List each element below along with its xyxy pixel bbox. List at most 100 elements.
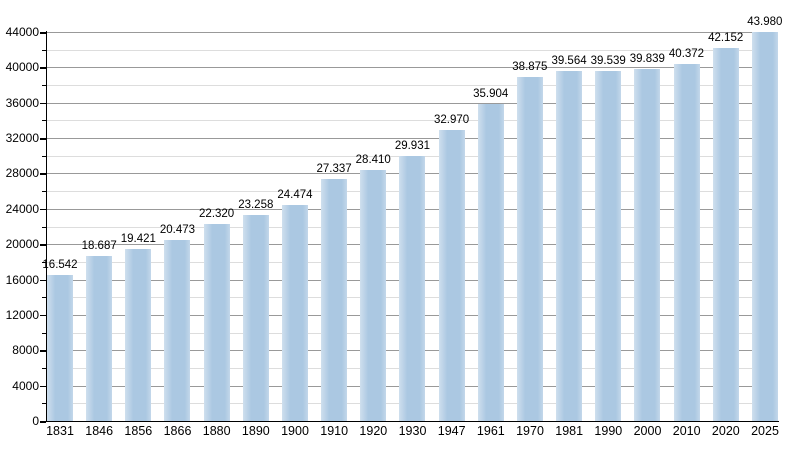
y-axis-major-tick [40,67,46,69]
bar: 39.539 [591,55,626,421]
gridline-minor [47,49,778,51]
bar-value-label: 29.931 [394,140,430,153]
bar-value-label: 20.473 [159,224,196,237]
y-axis-minor-tick [42,297,46,299]
bar-value-label: 40.372 [668,48,705,61]
x-axis-label: 1831 [46,424,74,438]
x-axis-label: 1890 [241,424,270,438]
bar-value-label: 24.474 [277,188,313,201]
y-axis-label: 0 [32,414,39,428]
bars: 16.542 18.687 19.421 20.473 22.320 23.258 24.4… [42,16,782,421]
x-axis-label: 1866 [163,424,192,438]
y-axis-label: 8000 [12,343,39,358]
x-axis-line [45,420,779,422]
bar: 19.421 [121,233,156,421]
y-axis-minor-tick [42,403,46,405]
x-axis-label: 1930 [398,424,427,438]
x-axis-label: 1856 [124,424,153,438]
y-axis-major-tick [40,421,46,423]
y-axis-label: 20000 [5,237,39,252]
y-axis-major-tick [40,173,46,175]
y-axis-label: 12000 [5,307,39,322]
y-axis-label: 40000 [5,60,39,75]
bar-value-label: 22.320 [199,207,235,220]
x-axis-label: 2000 [633,424,662,438]
bar: 27.337 [317,163,352,421]
bar-value-label: 35.904 [473,87,509,100]
gridline-major [47,102,778,104]
x-axis-label: 1920 [359,424,388,438]
bar-value-label: 43.980 [747,16,783,29]
y-axis-minor-tick [42,49,46,51]
bar: 28.410 [356,154,391,421]
y-axis-label: 36000 [5,95,39,110]
x-axis-label: 2025 [751,424,779,438]
plot-area: 16.542 18.687 19.421 20.473 22.320 23.258 24.4… [42,16,782,421]
y-axis-label: 44000 [5,25,39,39]
y-axis-label: 4000 [12,378,39,393]
y-axis-minor-tick [42,155,46,157]
y-axis-major-tick [40,244,46,246]
bar: 39.839 [630,53,665,421]
x-axis-label: 1970 [516,424,544,438]
y-axis-minor-tick [42,85,46,87]
y-axis-major-tick [40,279,46,282]
x-axis-label: 1900 [281,424,309,438]
bar: 43.980 [747,16,782,421]
gridline-minor [47,85,778,87]
gridline-major [47,67,778,69]
bar: 35.904 [473,88,508,421]
y-axis-label: 24000 [5,201,39,216]
bar: 22.320 [199,208,234,421]
bar: 18.687 [82,240,117,421]
gridline-minor [47,155,778,157]
y-axis-major-tick [40,385,46,388]
bar-value-label: 23.258 [238,199,274,212]
x-axis-label: 1961 [476,424,505,438]
bar-value-label: 27.337 [316,163,352,176]
y-axis-label: 32000 [5,131,39,146]
y-axis-minor-tick [42,332,46,334]
y-axis-minor-tick [42,191,46,193]
y-axis-line [45,31,47,422]
y-axis-major-tick [40,350,46,352]
y-axis-major-tick [40,138,46,140]
y-axis-major-tick [40,314,46,317]
bar-value-label: 19.421 [120,233,156,246]
bar-value-label: 42.152 [708,32,744,45]
y-axis-major-tick [40,32,46,34]
bar-value-label: 18.687 [81,239,117,252]
gridline-minor [47,120,778,122]
bar: 40.372 [669,48,704,421]
x-axis-label: 1981 [555,424,584,438]
gridline-major [47,138,778,140]
bar: 29.931 [395,140,430,421]
x-axis-label: 1880 [202,424,231,438]
x-axis-label: 2010 [672,424,701,438]
y-axis-minor-tick [42,120,46,122]
x-axis-label: 1910 [320,424,349,438]
bar-value-label: 39.539 [590,55,626,68]
bar: 24.474 [277,189,313,421]
bar-value-label: 39.564 [551,55,587,68]
bar: 32.970 [434,114,469,421]
bar: 16.542 [42,259,78,421]
y-axis-label: 16000 [5,272,39,287]
x-axis-label: 1990 [594,424,623,438]
bar-value-label: 28.410 [355,153,391,166]
x-axis-label: 1947 [437,424,466,438]
y-axis-major-tick [40,208,46,211]
bar: 42.152 [708,32,743,421]
bar-value-label: 32.970 [433,113,470,126]
bar-value-label: 39.839 [629,52,665,65]
x-axis-label: 2020 [711,424,740,438]
bar: 23.258 [238,199,273,421]
y-axis-minor-tick [42,226,46,228]
bar-value-label: 16.542 [42,258,78,271]
x-axis-label: 1846 [85,424,114,438]
y-axis-minor-tick [42,261,46,263]
y-axis-minor-tick [42,367,46,369]
bar: 39.564 [551,55,587,421]
y-axis-label: 28000 [5,166,39,181]
